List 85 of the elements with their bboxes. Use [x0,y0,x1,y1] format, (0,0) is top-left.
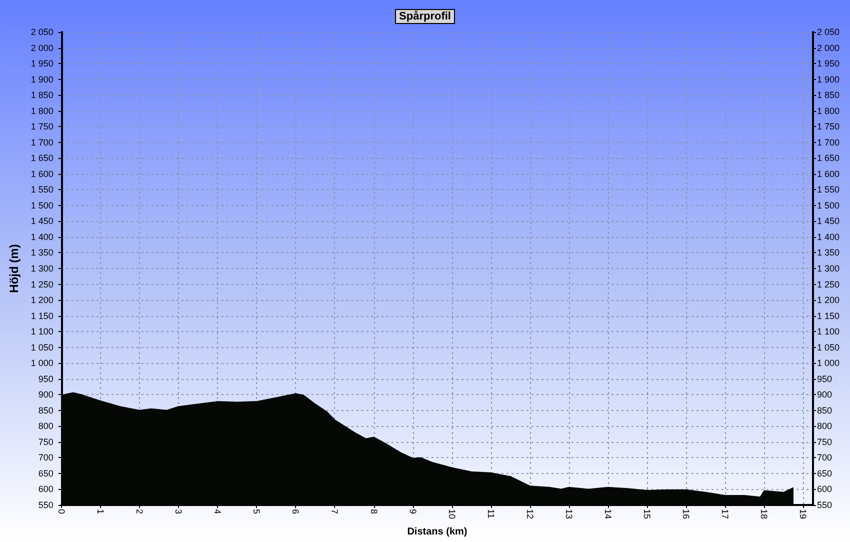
y2-tick-label: 950 [817,374,832,384]
y-tick-label: 1 650 [30,153,54,164]
y-tick-label: 550 [38,500,54,510]
x-tick-label: 8 [368,509,379,514]
x-tick-label: 5 [252,509,262,514]
y-tick-label: 1 350 [30,248,54,258]
y2-tick-label: 1 500 [817,200,840,210]
y2-tick-label: 1 600 [817,168,840,179]
x-tick-label: 14 [603,509,614,520]
y-tick-label: 800 [38,421,54,432]
y2-tick-label: 1 900 [817,74,840,84]
x-tick-label: 10 [446,509,457,520]
y2-tick-label: 1 400 [817,232,840,242]
y2-tick-label: 1 300 [817,264,840,274]
y2-tick-label: 1 350 [817,248,840,258]
y-tick-label: 1 700 [30,137,54,148]
y2-tick-label: 1 850 [817,90,840,100]
x-tick-label: 2 [134,509,145,514]
x-tick-label: 1 [95,509,106,514]
y-tick-label: 1 300 [30,264,54,274]
x-tick-label: 13 [564,509,574,520]
x-tick-label: 19 [798,509,808,520]
y2-tick-label: 750 [817,436,832,447]
y-tick-label: 1 600 [30,168,54,179]
y2-tick-label: 1 700 [817,137,840,148]
y2-tick-label: 1 100 [817,326,840,337]
x-tick-label: 4 [212,509,223,514]
y-tick-label: 750 [38,436,54,447]
x-tick-label: 0 [56,509,66,514]
y2-tick-label: 1 000 [817,358,840,368]
y-tick-label: 1 250 [30,279,54,290]
y2-tick-label: 2 050 [817,27,840,37]
y-axis-title: Höjd (m) [7,244,21,293]
y-tick-label: 850 [38,405,54,416]
y2-tick-label: 700 [817,452,832,463]
y2-tick-label: 1 450 [817,216,840,226]
y-tick-label: 900 [38,390,54,400]
x-tick-label: 15 [642,509,652,520]
y-tick-label: 1 050 [30,342,54,352]
y2-tick-label: 2 000 [817,42,840,53]
y-tick-label: 600 [38,484,54,494]
y-tick-label: 700 [38,452,54,463]
y-tick-label: 1 550 [30,184,54,195]
y2-tick-label: 1 800 [817,106,840,116]
y2-tick-label: 900 [817,390,832,400]
y2-tick-label: 1 050 [817,342,840,352]
x-tick-label: 6 [290,509,301,514]
y2-tick-label: 1 150 [817,310,840,321]
y2-tick-label: 1 250 [817,279,840,290]
y2-tick-label: 1 550 [817,184,840,195]
y2-tick-label: 1 950 [817,58,840,69]
y-tick-label: 1 150 [30,310,54,321]
y-tick-label: 1 900 [30,74,54,84]
y2-tick-label: 550 [817,500,832,510]
x-tick-label: 7 [330,509,340,514]
y2-tick-label: 850 [817,405,832,416]
y-tick-label: 2 000 [30,42,54,53]
x-tick-label: 18 [759,509,770,520]
y2-tick-label: 1 650 [817,153,840,164]
y-tick-label: 1 800 [30,106,54,116]
x-tick-label: 9 [408,509,418,514]
y-tick-label: 1 400 [30,232,54,242]
x-tick-label: 3 [174,509,184,514]
x-axis-title: Distans (km) [407,526,468,538]
x-tick-label: 12 [524,509,535,520]
y2-tick-label: 1 750 [817,122,840,132]
y-tick-label: 1 500 [30,200,54,210]
y2-tick-label: 800 [817,421,832,432]
y-tick-label: 1 450 [30,216,54,226]
y-tick-label: 1 950 [30,58,54,69]
chart-title: Spårprofil [399,10,451,22]
y-tick-label: 650 [38,468,54,478]
y-tick-label: 1 000 [30,358,54,368]
y-tick-label: 1 200 [30,295,54,306]
x-tick-label: 16 [681,509,692,520]
y2-tick-label: 650 [817,468,832,478]
x-tick-label: 17 [720,509,730,520]
x-tick-label: 11 [486,509,496,518]
y-tick-label: 2 050 [30,27,54,37]
y-tick-label: 1 750 [30,122,54,132]
y2-tick-label: 1 200 [817,295,840,306]
y-tick-label: 950 [38,374,54,384]
y-tick-label: 1 100 [30,326,54,337]
y-tick-label: 1 850 [30,90,54,100]
y2-tick-label: 600 [817,484,832,494]
